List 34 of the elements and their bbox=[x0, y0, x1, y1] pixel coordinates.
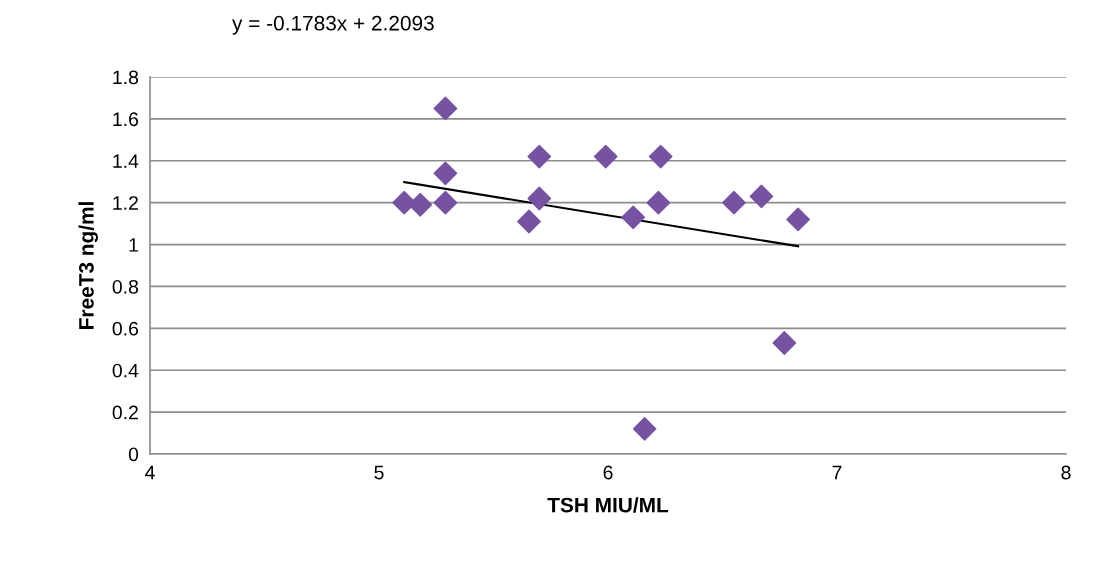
x-axis-title: TSH MIU/ML bbox=[547, 497, 669, 513]
y-tick-label: 1.2 bbox=[113, 196, 138, 210]
point bbox=[517, 209, 541, 234]
y-tick-label: 0.6 bbox=[112, 321, 139, 336]
point bbox=[749, 184, 774, 209]
point bbox=[527, 186, 552, 211]
point bbox=[786, 207, 810, 232]
x-tick-label: 5 bbox=[374, 465, 384, 480]
point bbox=[621, 205, 646, 230]
y-axis-title: FreeT3 ng/ml bbox=[78, 202, 98, 329]
y-tick-label: 1.4 bbox=[113, 154, 139, 168]
y-tick-label: 0.2 bbox=[112, 405, 138, 420]
y-tick-label: 0.4 bbox=[112, 363, 139, 378]
point bbox=[433, 161, 458, 186]
y-tick-label: 1 bbox=[129, 238, 138, 252]
point bbox=[772, 331, 797, 355]
y-tick-label: 0 bbox=[128, 447, 139, 462]
point bbox=[527, 144, 552, 169]
text: y = -0.1783x + 2.2093 bbox=[232, 15, 434, 35]
x-tick-label: 6 bbox=[603, 465, 613, 480]
point bbox=[646, 190, 671, 215]
point bbox=[632, 416, 657, 441]
y-tick-label: 1.8 bbox=[113, 70, 139, 85]
x-tick-label: 4 bbox=[145, 465, 155, 480]
point bbox=[648, 144, 673, 169]
x-tick-label: 8 bbox=[1061, 465, 1071, 480]
point bbox=[722, 190, 746, 215]
y-tick-label: 0.8 bbox=[112, 279, 139, 294]
point bbox=[433, 190, 458, 215]
point bbox=[408, 192, 433, 217]
point bbox=[593, 144, 618, 169]
y-tick-label: 1.6 bbox=[113, 112, 139, 127]
x-tick-label: 7 bbox=[832, 465, 842, 480]
point bbox=[433, 96, 458, 121]
